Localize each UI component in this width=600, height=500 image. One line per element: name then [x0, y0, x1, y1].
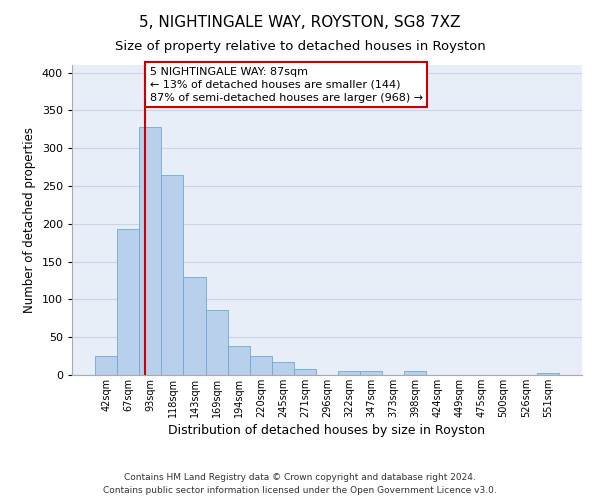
Text: 5, NIGHTINGALE WAY, ROYSTON, SG8 7XZ: 5, NIGHTINGALE WAY, ROYSTON, SG8 7XZ [139, 15, 461, 30]
Bar [139, 127, 161, 375]
Bar [537, 372, 559, 375]
Text: Contains HM Land Registry data © Crown copyright and database right 2024.
Contai: Contains HM Land Registry data © Crown c… [103, 474, 497, 495]
Text: 5 NIGHTINGALE WAY: 87sqm
← 13% of detached houses are smaller (144)
87% of semi-: 5 NIGHTINGALE WAY: 87sqm ← 13% of detach… [149, 66, 423, 103]
Bar [250, 356, 272, 375]
Bar [272, 362, 294, 375]
Bar [95, 356, 117, 375]
Bar [404, 371, 427, 375]
X-axis label: Distribution of detached houses by size in Royston: Distribution of detached houses by size … [169, 424, 485, 437]
Bar [117, 229, 139, 375]
Bar [294, 369, 316, 375]
Bar [338, 371, 360, 375]
Bar [227, 346, 250, 375]
Y-axis label: Number of detached properties: Number of detached properties [23, 127, 36, 313]
Bar [184, 276, 206, 375]
Bar [360, 371, 382, 375]
Bar [161, 174, 184, 375]
Bar [206, 310, 227, 375]
Text: Size of property relative to detached houses in Royston: Size of property relative to detached ho… [115, 40, 485, 53]
